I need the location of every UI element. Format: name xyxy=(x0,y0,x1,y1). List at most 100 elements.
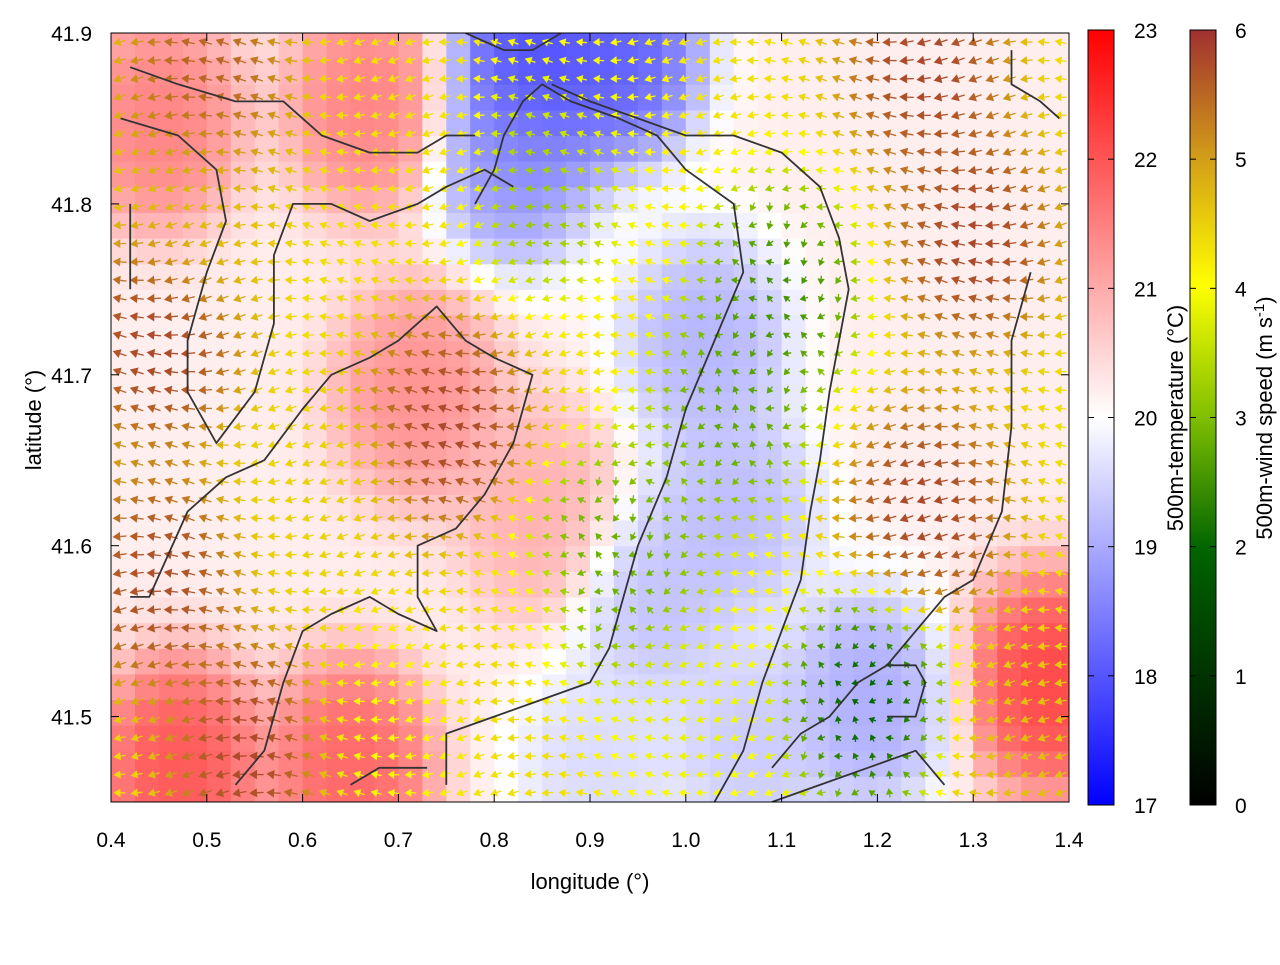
heatmap-cell xyxy=(973,59,998,85)
heatmap-cell xyxy=(566,289,591,315)
wind-arrow-shaft xyxy=(857,627,860,628)
heatmap-cell xyxy=(279,546,304,572)
heatmap-cell xyxy=(590,546,615,572)
wind-arrow-shaft xyxy=(240,225,245,226)
wind-arrow-shaft xyxy=(651,738,655,739)
wind-arrow-shaft xyxy=(326,41,331,42)
wind-arrow-shaft xyxy=(720,427,723,428)
wind-arrow-shaft xyxy=(445,335,451,336)
wind-arrow-shaft xyxy=(497,371,503,372)
heatmap-cell xyxy=(853,315,878,341)
heatmap-cell xyxy=(806,366,831,392)
wind-arrow-shaft xyxy=(257,261,262,262)
heatmap-cell xyxy=(1021,776,1046,802)
heatmap-cell xyxy=(327,520,352,546)
heatmap-cell xyxy=(590,776,615,802)
wind-arrow-shaft xyxy=(822,792,826,793)
heatmap-cell xyxy=(734,546,759,572)
heatmap-cell xyxy=(375,187,400,213)
heatmap-cell xyxy=(159,776,184,802)
wind-arrow-shaft xyxy=(600,371,605,372)
heatmap-cell xyxy=(830,546,855,572)
heatmap-cell xyxy=(734,59,759,85)
heatmap-cell xyxy=(494,59,519,85)
temperature-heatmap xyxy=(111,33,1070,803)
heatmap-cell xyxy=(446,136,471,162)
heatmap-cell xyxy=(806,546,831,572)
wind-arrow-shaft xyxy=(463,664,468,665)
heatmap-cell xyxy=(494,494,519,520)
wind-arrow-shaft xyxy=(634,426,638,427)
heatmap-cell xyxy=(949,674,974,700)
heatmap-cell xyxy=(351,648,376,674)
heatmap-cell xyxy=(614,392,639,418)
heatmap-cell xyxy=(734,110,759,136)
heatmap-cell xyxy=(111,315,136,341)
heatmap-cell xyxy=(758,776,783,802)
heatmap-cell xyxy=(255,494,280,520)
heatmap-cell xyxy=(207,136,232,162)
wind-arrow-shaft xyxy=(120,225,126,226)
wind-arrow-shaft xyxy=(548,738,553,739)
wind-arrow-shaft xyxy=(480,133,485,134)
wind-arrow-shaft xyxy=(668,517,671,518)
wind-arrow-shaft xyxy=(856,592,860,593)
heatmap-cell xyxy=(710,33,735,59)
wind-arrow-shaft xyxy=(377,481,383,482)
heatmap-cell xyxy=(1045,289,1070,315)
wind-arrow-shaft xyxy=(873,244,878,245)
heatmap-cell xyxy=(614,187,639,213)
heatmap-cell xyxy=(949,443,974,469)
wind-arrow-shaft xyxy=(137,573,144,574)
heatmap-cell xyxy=(255,110,280,136)
wind-arrow-shaft xyxy=(840,261,843,262)
wind-arrow-shaft xyxy=(326,116,331,117)
wind-arrow-shaft xyxy=(343,152,348,153)
wind-arrow-shaft xyxy=(754,299,757,300)
wind-arrow-shaft xyxy=(874,720,876,721)
heatmap-cell xyxy=(853,366,878,392)
heatmap-cell xyxy=(375,776,400,802)
heatmap-cell xyxy=(566,392,591,418)
heatmap-cell xyxy=(111,392,136,418)
heatmap-cell xyxy=(614,59,639,85)
wind-arrow-shaft xyxy=(873,61,879,62)
heatmap-cell xyxy=(111,418,136,444)
heatmap-cell xyxy=(590,161,615,187)
heatmap-cell xyxy=(710,212,735,238)
heatmap-cell xyxy=(662,776,687,802)
wind-arrow-shaft xyxy=(822,170,826,171)
wind-arrow-shaft xyxy=(411,280,416,281)
wind-arrow-shaft xyxy=(428,573,433,574)
wind-arrow-shaft xyxy=(429,243,434,244)
heatmap-cell xyxy=(949,289,974,315)
wind-arrow-shaft xyxy=(754,42,759,43)
heatmap-cell xyxy=(1021,648,1046,674)
heatmap-cell xyxy=(111,443,136,469)
heatmap-cell xyxy=(255,520,280,546)
wind-arrow-shaft xyxy=(771,610,776,611)
wind-arrow-shaft xyxy=(805,773,809,774)
heatmap-cell xyxy=(1021,674,1046,700)
wind-arrow-shaft xyxy=(479,408,486,409)
wind-arrow-shaft xyxy=(257,207,262,208)
wind-arrow-shaft xyxy=(719,773,723,774)
heatmap-cell xyxy=(303,648,328,674)
wind-arrow-shaft xyxy=(788,719,792,720)
heatmap-cell xyxy=(375,546,400,572)
wind-arrow-shaft xyxy=(856,207,860,208)
heatmap-cell xyxy=(183,33,208,59)
heatmap-cell xyxy=(159,264,184,290)
heatmap-cell xyxy=(566,546,591,572)
heatmap-cell xyxy=(470,59,495,85)
heatmap-cell xyxy=(255,674,280,700)
heatmap-cell xyxy=(566,264,591,290)
wind-arrow-shaft xyxy=(206,152,212,153)
wind-arrow-shaft xyxy=(736,60,741,61)
heatmap-cell xyxy=(997,110,1022,136)
heatmap-cell xyxy=(686,623,711,649)
wind-arrow-shaft xyxy=(857,298,861,299)
heatmap-cell xyxy=(470,571,495,597)
heatmap-cell xyxy=(494,289,519,315)
heatmap-cell xyxy=(303,520,328,546)
